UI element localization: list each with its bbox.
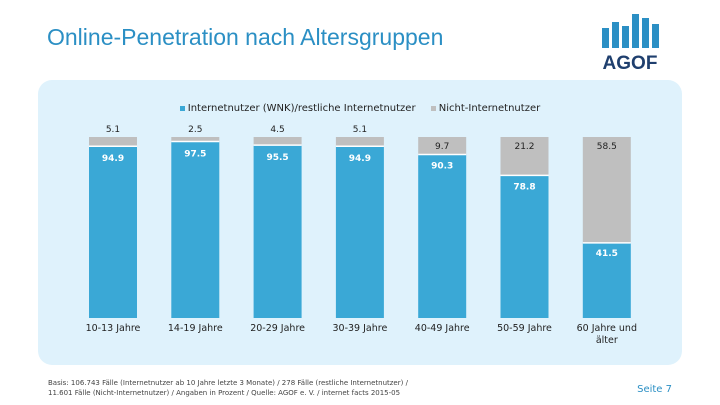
category-label: 10-13 Jahre: [86, 323, 141, 334]
data-label-internet-users: 41.5: [596, 249, 618, 259]
bar-non-users: [89, 137, 137, 147]
category-label: 14-19 Jahre: [168, 323, 223, 334]
category-label: 60 Jahre und: [577, 323, 637, 334]
footnote-line: 11.601 Fälle (Nicht-Internetnutzer) / An…: [48, 389, 401, 397]
bar-non-users: [582, 137, 631, 243]
bar-internet-users: [171, 141, 220, 318]
bar-internet-users: [89, 146, 137, 318]
data-label-internet-users: 78.8: [513, 182, 535, 192]
page-title: Online-Penetration nach Altersgruppen: [47, 24, 444, 50]
data-label-non-users: 21.2: [514, 142, 534, 152]
bar-internet-users: [500, 175, 549, 318]
page-number: Seite 7: [637, 384, 672, 395]
bar-non-users: [418, 137, 467, 155]
bar-internet-users: [335, 146, 384, 318]
legend-item: Internetnutzer (WNK)/restliche Internetn…: [179, 103, 416, 114]
category-label: 50-59 Jahre: [497, 323, 552, 334]
footnote-line: Basis: 106.743 Fälle (Internetnutzer ab …: [48, 379, 408, 387]
category-label: 40-49 Jahre: [415, 323, 470, 334]
category-label: älter: [596, 335, 618, 346]
data-label-non-users: 5.1: [106, 125, 120, 135]
data-label-non-users: 2.5: [188, 125, 202, 135]
data-label-non-users: 5.1: [353, 125, 367, 135]
legend-label: Internetnutzer (WNK)/restliche Internetn…: [187, 103, 416, 114]
legend-label: Nicht-Internetnutzer: [438, 103, 541, 114]
data-label-internet-users: 97.5: [184, 150, 206, 160]
agof-logo: AGOF: [602, 14, 659, 72]
bar-non-users: [335, 137, 384, 147]
bar-non-users: [253, 137, 302, 146]
bar-non-users: [500, 137, 549, 176]
data-label-non-users: 58.5: [597, 142, 617, 152]
data-label-internet-users: 90.3: [431, 162, 453, 172]
data-label-non-users: 4.5: [270, 125, 284, 135]
bar-internet-users: [253, 145, 302, 318]
legend-swatch: [430, 105, 436, 111]
footnote: Basis: 106.743 Fälle (Internetnutzer ab …: [48, 378, 408, 398]
svg-text:AGOF: AGOF: [603, 53, 658, 72]
legend: Internetnutzer (WNK)/restliche Internetn…: [0, 103, 720, 114]
legend-swatch: [179, 105, 185, 111]
category-label: 30-39 Jahre: [332, 323, 387, 334]
category-label: 20-29 Jahre: [250, 323, 305, 334]
data-label-internet-users: 95.5: [266, 153, 288, 163]
bar-internet-users: [582, 242, 631, 318]
data-label-internet-users: 94.9: [349, 154, 371, 164]
data-label-internet-users: 94.9: [102, 154, 124, 164]
bar-non-users: [171, 137, 220, 142]
bar-internet-users: [418, 154, 467, 318]
legend-item: Nicht-Internetnutzer: [430, 103, 541, 114]
data-label-non-users: 9.7: [435, 142, 449, 152]
